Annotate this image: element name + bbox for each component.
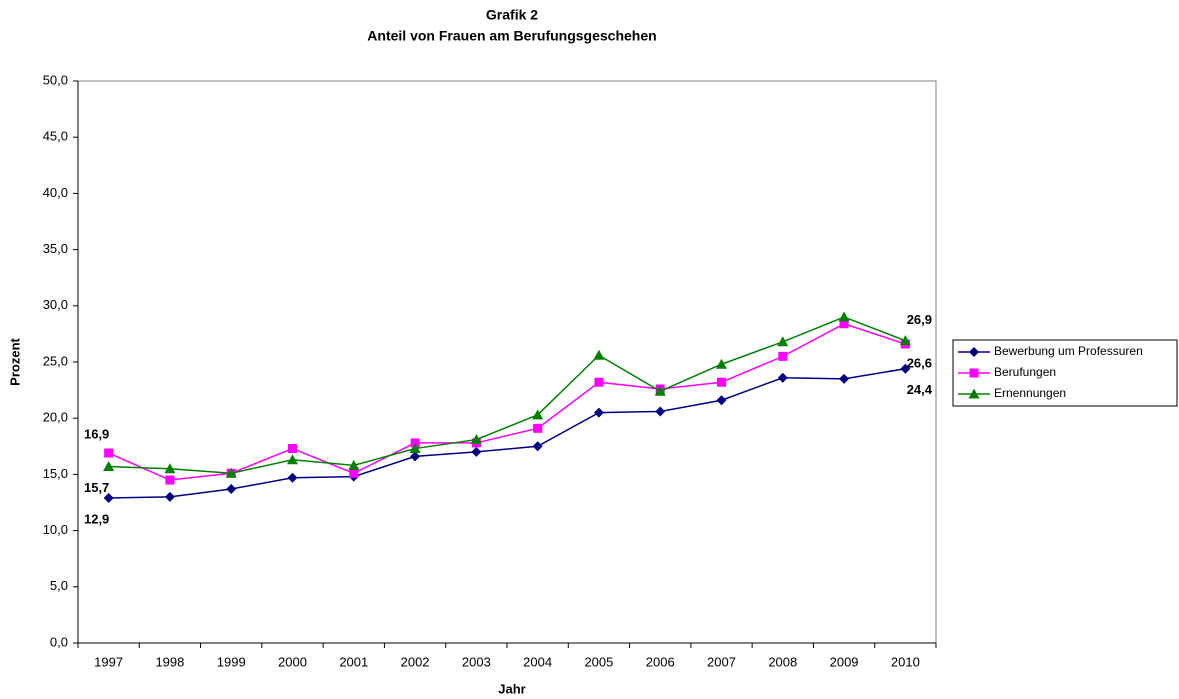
y-axis-title: Prozent bbox=[7, 337, 22, 385]
x-tick-label: 2010 bbox=[891, 654, 920, 669]
x-tick-label: 2008 bbox=[768, 654, 797, 669]
chart-subtitle: Anteil von Frauen am Berufungsgeschehen bbox=[367, 28, 656, 44]
marker bbox=[594, 377, 604, 387]
legend-label: Berufungen bbox=[994, 365, 1056, 379]
x-tick-label: 2006 bbox=[646, 654, 675, 669]
x-tick-label: 2005 bbox=[584, 654, 613, 669]
data-label: 16,9 bbox=[84, 426, 109, 441]
y-tick-label: 5,0 bbox=[50, 578, 68, 593]
marker bbox=[900, 363, 911, 374]
x-axis-title: Jahr bbox=[498, 681, 525, 696]
y-tick-label: 0,0 bbox=[50, 634, 68, 649]
marker bbox=[655, 406, 666, 417]
marker bbox=[533, 423, 543, 433]
marker bbox=[104, 448, 114, 458]
x-tick-label: 2003 bbox=[462, 654, 491, 669]
x-tick-label: 2000 bbox=[278, 654, 307, 669]
y-tick-label: 10,0 bbox=[43, 522, 68, 537]
y-tick-label: 45,0 bbox=[43, 129, 68, 144]
marker bbox=[838, 311, 850, 322]
data-label: 12,9 bbox=[84, 511, 109, 526]
x-tick-label: 1999 bbox=[217, 654, 246, 669]
marker bbox=[410, 438, 420, 448]
marker bbox=[593, 407, 604, 418]
series-line bbox=[108, 316, 906, 475]
y-tick-label: 20,0 bbox=[43, 410, 68, 425]
data-label: 26,6 bbox=[907, 355, 932, 370]
chart-title: Grafik 2 bbox=[486, 7, 538, 23]
marker bbox=[593, 349, 605, 360]
x-tick-label: 2001 bbox=[339, 654, 368, 669]
plot-area bbox=[77, 80, 937, 644]
marker bbox=[969, 368, 979, 378]
data-label: 15,7 bbox=[84, 480, 109, 495]
y-tick-label: 15,0 bbox=[43, 466, 68, 481]
marker bbox=[777, 336, 789, 347]
marker bbox=[968, 388, 980, 399]
x-tick-label: 1998 bbox=[155, 654, 184, 669]
marker bbox=[287, 454, 298, 465]
legend bbox=[952, 339, 1178, 407]
marker bbox=[716, 395, 727, 406]
marker bbox=[777, 372, 788, 383]
marker bbox=[532, 441, 543, 452]
marker bbox=[969, 347, 979, 357]
marker bbox=[349, 468, 359, 478]
x-tick-label: 1997 bbox=[94, 654, 123, 669]
marker bbox=[717, 377, 726, 387]
marker bbox=[470, 434, 482, 445]
series-line bbox=[108, 322, 906, 481]
marker bbox=[165, 475, 175, 485]
marker bbox=[654, 385, 666, 396]
marker bbox=[716, 358, 727, 369]
legend-label: Bewerbung um Professuren bbox=[994, 344, 1143, 358]
marker bbox=[164, 491, 175, 502]
y-tick-label: 50,0 bbox=[43, 72, 68, 87]
marker bbox=[164, 463, 176, 474]
x-tick-label: 2009 bbox=[830, 654, 859, 669]
y-tick-label: 30,0 bbox=[43, 297, 68, 312]
marker bbox=[103, 461, 115, 472]
marker bbox=[899, 335, 911, 346]
legend-label: Ernennungen bbox=[994, 386, 1066, 400]
marker bbox=[839, 319, 849, 329]
x-tick-label: 2004 bbox=[523, 654, 552, 669]
marker bbox=[225, 467, 237, 478]
marker bbox=[226, 484, 237, 495]
marker bbox=[287, 472, 298, 483]
x-tick-label: 2007 bbox=[707, 654, 736, 669]
y-tick-label: 25,0 bbox=[43, 353, 68, 368]
marker bbox=[839, 373, 850, 384]
y-tick-label: 35,0 bbox=[43, 241, 68, 256]
marker bbox=[532, 409, 544, 420]
marker bbox=[410, 451, 421, 462]
marker bbox=[778, 351, 788, 361]
marker bbox=[103, 493, 114, 504]
data-label: 24,4 bbox=[907, 382, 933, 397]
marker bbox=[288, 444, 297, 454]
series-line bbox=[108, 368, 906, 499]
marker bbox=[471, 446, 482, 457]
marker bbox=[348, 459, 360, 470]
y-tick-label: 40,0 bbox=[43, 185, 68, 200]
data-label: 26,9 bbox=[907, 312, 932, 327]
marker bbox=[409, 443, 421, 454]
x-tick-label: 2002 bbox=[401, 654, 430, 669]
